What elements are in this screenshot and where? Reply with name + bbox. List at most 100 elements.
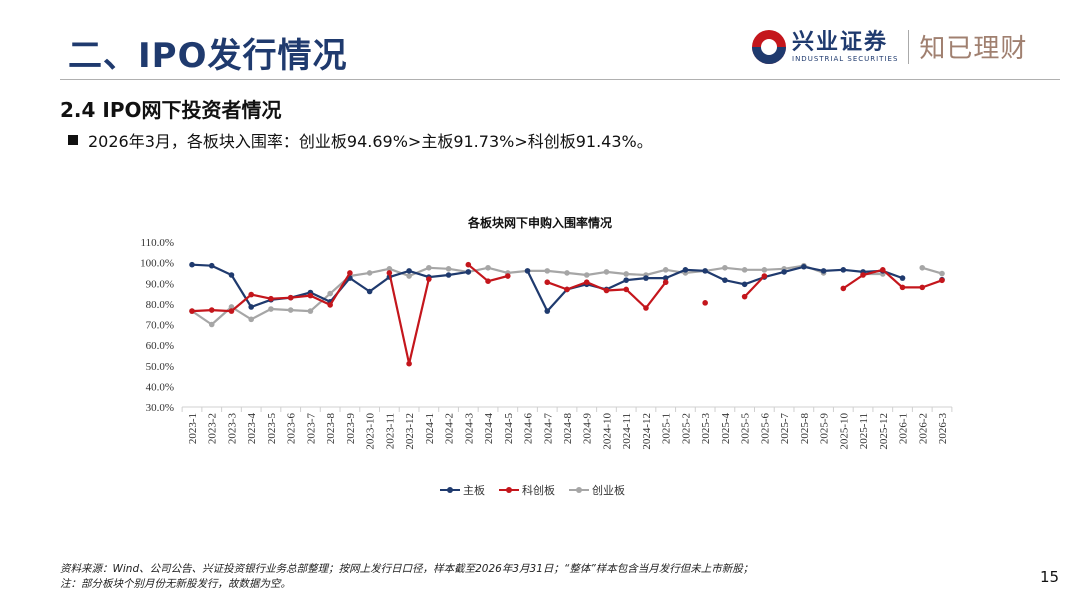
data-point — [879, 267, 886, 273]
x-tick-label: 2023-7 — [305, 413, 317, 445]
data-point — [386, 266, 393, 272]
x-tick-label: 2023-6 — [286, 413, 298, 445]
x-tick-label: 2023-5 — [266, 413, 278, 445]
x-tick-label: 2025-1 — [661, 413, 673, 444]
data-point — [208, 307, 215, 313]
chart-legend: 主板 科创板 创业板 — [440, 482, 625, 498]
x-tick-label: 2025-11 — [858, 413, 870, 449]
data-point — [761, 273, 768, 279]
y-tick-label: 60.0% — [146, 340, 174, 352]
x-tick-label: 2023-2 — [207, 413, 219, 444]
data-point — [801, 263, 807, 270]
legend-label: 科创板 — [522, 484, 555, 497]
data-point — [287, 294, 294, 301]
data-point — [761, 267, 768, 273]
data-point — [307, 292, 314, 299]
data-point — [544, 268, 551, 274]
data-point — [327, 302, 333, 308]
logo-slogan: 知已理财 — [919, 34, 1028, 64]
data-point — [268, 295, 274, 302]
x-tick-label: 2023-12 — [404, 413, 416, 450]
x-tick-label: 2024-5 — [503, 413, 515, 445]
x-tick-label: 2025-7 — [779, 413, 791, 445]
x-tick-label: 2024-10 — [601, 413, 613, 450]
x-tick-label: 2025-10 — [838, 413, 850, 450]
section-subtitle: 2.4 IPO网下投资者情况 — [60, 98, 282, 122]
data-point — [939, 277, 945, 284]
legend-swatch-icon — [440, 487, 460, 493]
data-point — [899, 284, 906, 291]
data-point — [662, 275, 669, 281]
data-point — [406, 360, 412, 367]
x-tick-label: 2024-2 — [444, 413, 456, 444]
y-tick-label: 90.0% — [146, 278, 174, 290]
source-note: 资料来源：Wind、公司公告、兴证投资银行业务总部整理；按网上发行日口径，样本截… — [60, 562, 753, 592]
x-tick-label: 2025-8 — [799, 413, 811, 445]
data-point — [248, 304, 255, 310]
data-point — [406, 268, 412, 274]
data-point — [623, 271, 630, 277]
x-tick-label: 2026-3 — [937, 413, 949, 445]
x-tick-label: 2023-3 — [226, 413, 238, 445]
data-point — [840, 285, 847, 292]
data-point — [741, 293, 748, 300]
x-tick-label: 2025-3 — [700, 413, 712, 445]
line-chart: 30.0% 40.0% 50.0% 60.0% 70.0% 80.0% 90.0% 100.0… — [140, 237, 953, 450]
x-tick-label: 2025-4 — [720, 413, 732, 445]
x-tick-label: 2025-2 — [680, 413, 692, 444]
data-point — [702, 268, 708, 274]
data-point — [544, 308, 551, 314]
y-tick-label: 30.0% — [146, 402, 174, 414]
data-point — [366, 288, 373, 295]
data-point — [939, 270, 945, 277]
x-tick-label: 2024-3 — [463, 413, 475, 445]
data-point — [189, 308, 195, 314]
legend-swatch-icon — [499, 487, 519, 493]
data-point — [583, 272, 590, 278]
data-point — [899, 275, 906, 281]
data-point — [919, 264, 926, 271]
y-tick-label: 80.0% — [146, 299, 174, 311]
y-tick-label: 100.0% — [140, 258, 174, 270]
x-tick-label: 2024-8 — [562, 413, 574, 445]
data-point — [347, 270, 353, 276]
data-point — [623, 286, 630, 293]
x-tick-label: 2025-6 — [759, 413, 771, 445]
data-point — [228, 272, 235, 278]
data-point — [485, 278, 491, 284]
legend-item: 科创板 — [499, 482, 555, 498]
data-point — [524, 268, 531, 274]
page-number: 15 — [1040, 568, 1060, 586]
data-point — [307, 308, 314, 314]
x-tick-label: 2024-9 — [582, 413, 594, 445]
series-line — [842, 268, 943, 290]
data-point — [189, 261, 195, 268]
data-point — [208, 321, 215, 328]
x-tick-label: 2024-1 — [424, 413, 436, 444]
y-tick-label: 70.0% — [146, 320, 174, 332]
data-point — [386, 270, 393, 276]
data-point — [623, 277, 630, 283]
series-line — [388, 272, 430, 365]
data-point — [722, 277, 728, 283]
company-logo: 兴业证券 INDUSTRIAL SECURITIES 知已理财 — [752, 28, 1027, 65]
data-point — [248, 291, 255, 298]
data-point — [327, 290, 333, 297]
source-line-2: 注：部分板块个别月份无新股发行，故数据为空。 — [60, 578, 291, 590]
data-point — [445, 266, 452, 272]
data-point — [287, 307, 294, 313]
data-point — [564, 286, 570, 293]
logo-mark-icon — [752, 29, 786, 64]
logo-en-text: INDUSTRIAL SECURITIES — [792, 54, 899, 63]
x-tick-label: 2023-10 — [365, 413, 377, 450]
data-point — [583, 279, 590, 286]
legend-item: 主板 — [440, 482, 485, 498]
data-point — [722, 264, 728, 271]
x-tick-label: 2025-12 — [878, 413, 890, 450]
x-tick-label: 2024-7 — [542, 413, 554, 445]
logo-divider — [908, 29, 910, 64]
header-divider — [60, 79, 1060, 80]
data-point — [228, 304, 235, 310]
logo-cn-text: 兴业证券 — [792, 29, 889, 55]
data-point — [248, 316, 255, 323]
